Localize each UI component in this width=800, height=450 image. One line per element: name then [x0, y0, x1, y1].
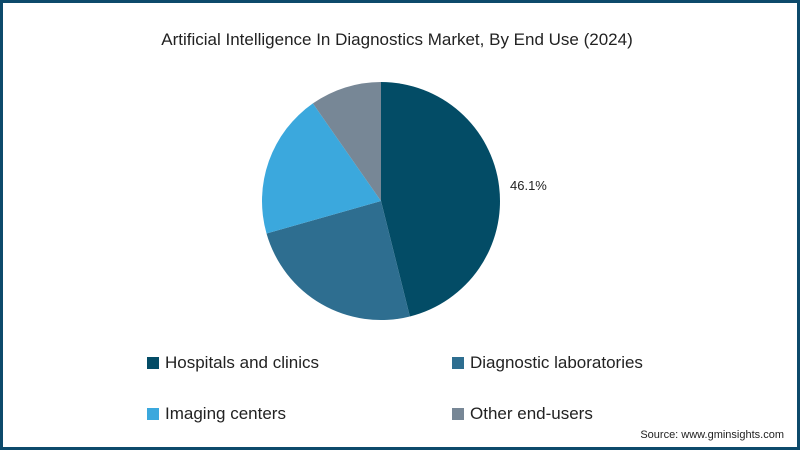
pie-slice-hospitals-and-clinics	[381, 82, 501, 317]
legend-label: Imaging centers	[165, 404, 286, 423]
legend-label: Other end-users	[470, 404, 593, 423]
chart-title: Artificial Intelligence In Diagnostics M…	[161, 30, 633, 49]
legend-label: Hospitals and clinics	[165, 353, 320, 372]
source-text: Source: www.gminsights.com	[640, 429, 784, 441]
legend-swatch	[452, 408, 464, 420]
pie-slice-other-end-users	[312, 82, 381, 201]
legend-swatch	[147, 357, 159, 369]
data-label-hospitals: 46.1%	[510, 178, 547, 193]
legend-item-imaging-centers: Imaging centers	[147, 404, 286, 424]
legend-swatch	[452, 357, 464, 369]
legend-label: Diagnostic laboratories	[470, 353, 643, 372]
legend-item-hospitals: Hospitals and clinics	[147, 353, 319, 373]
legend-item-other: Other end-users	[452, 404, 593, 424]
legend-swatch	[147, 408, 159, 420]
pie-slice-diagnostic-laboratories	[266, 201, 410, 320]
pie-slice-imaging-centers	[262, 103, 381, 234]
legend-item-diagnostic-labs: Diagnostic laboratories	[452, 353, 643, 373]
